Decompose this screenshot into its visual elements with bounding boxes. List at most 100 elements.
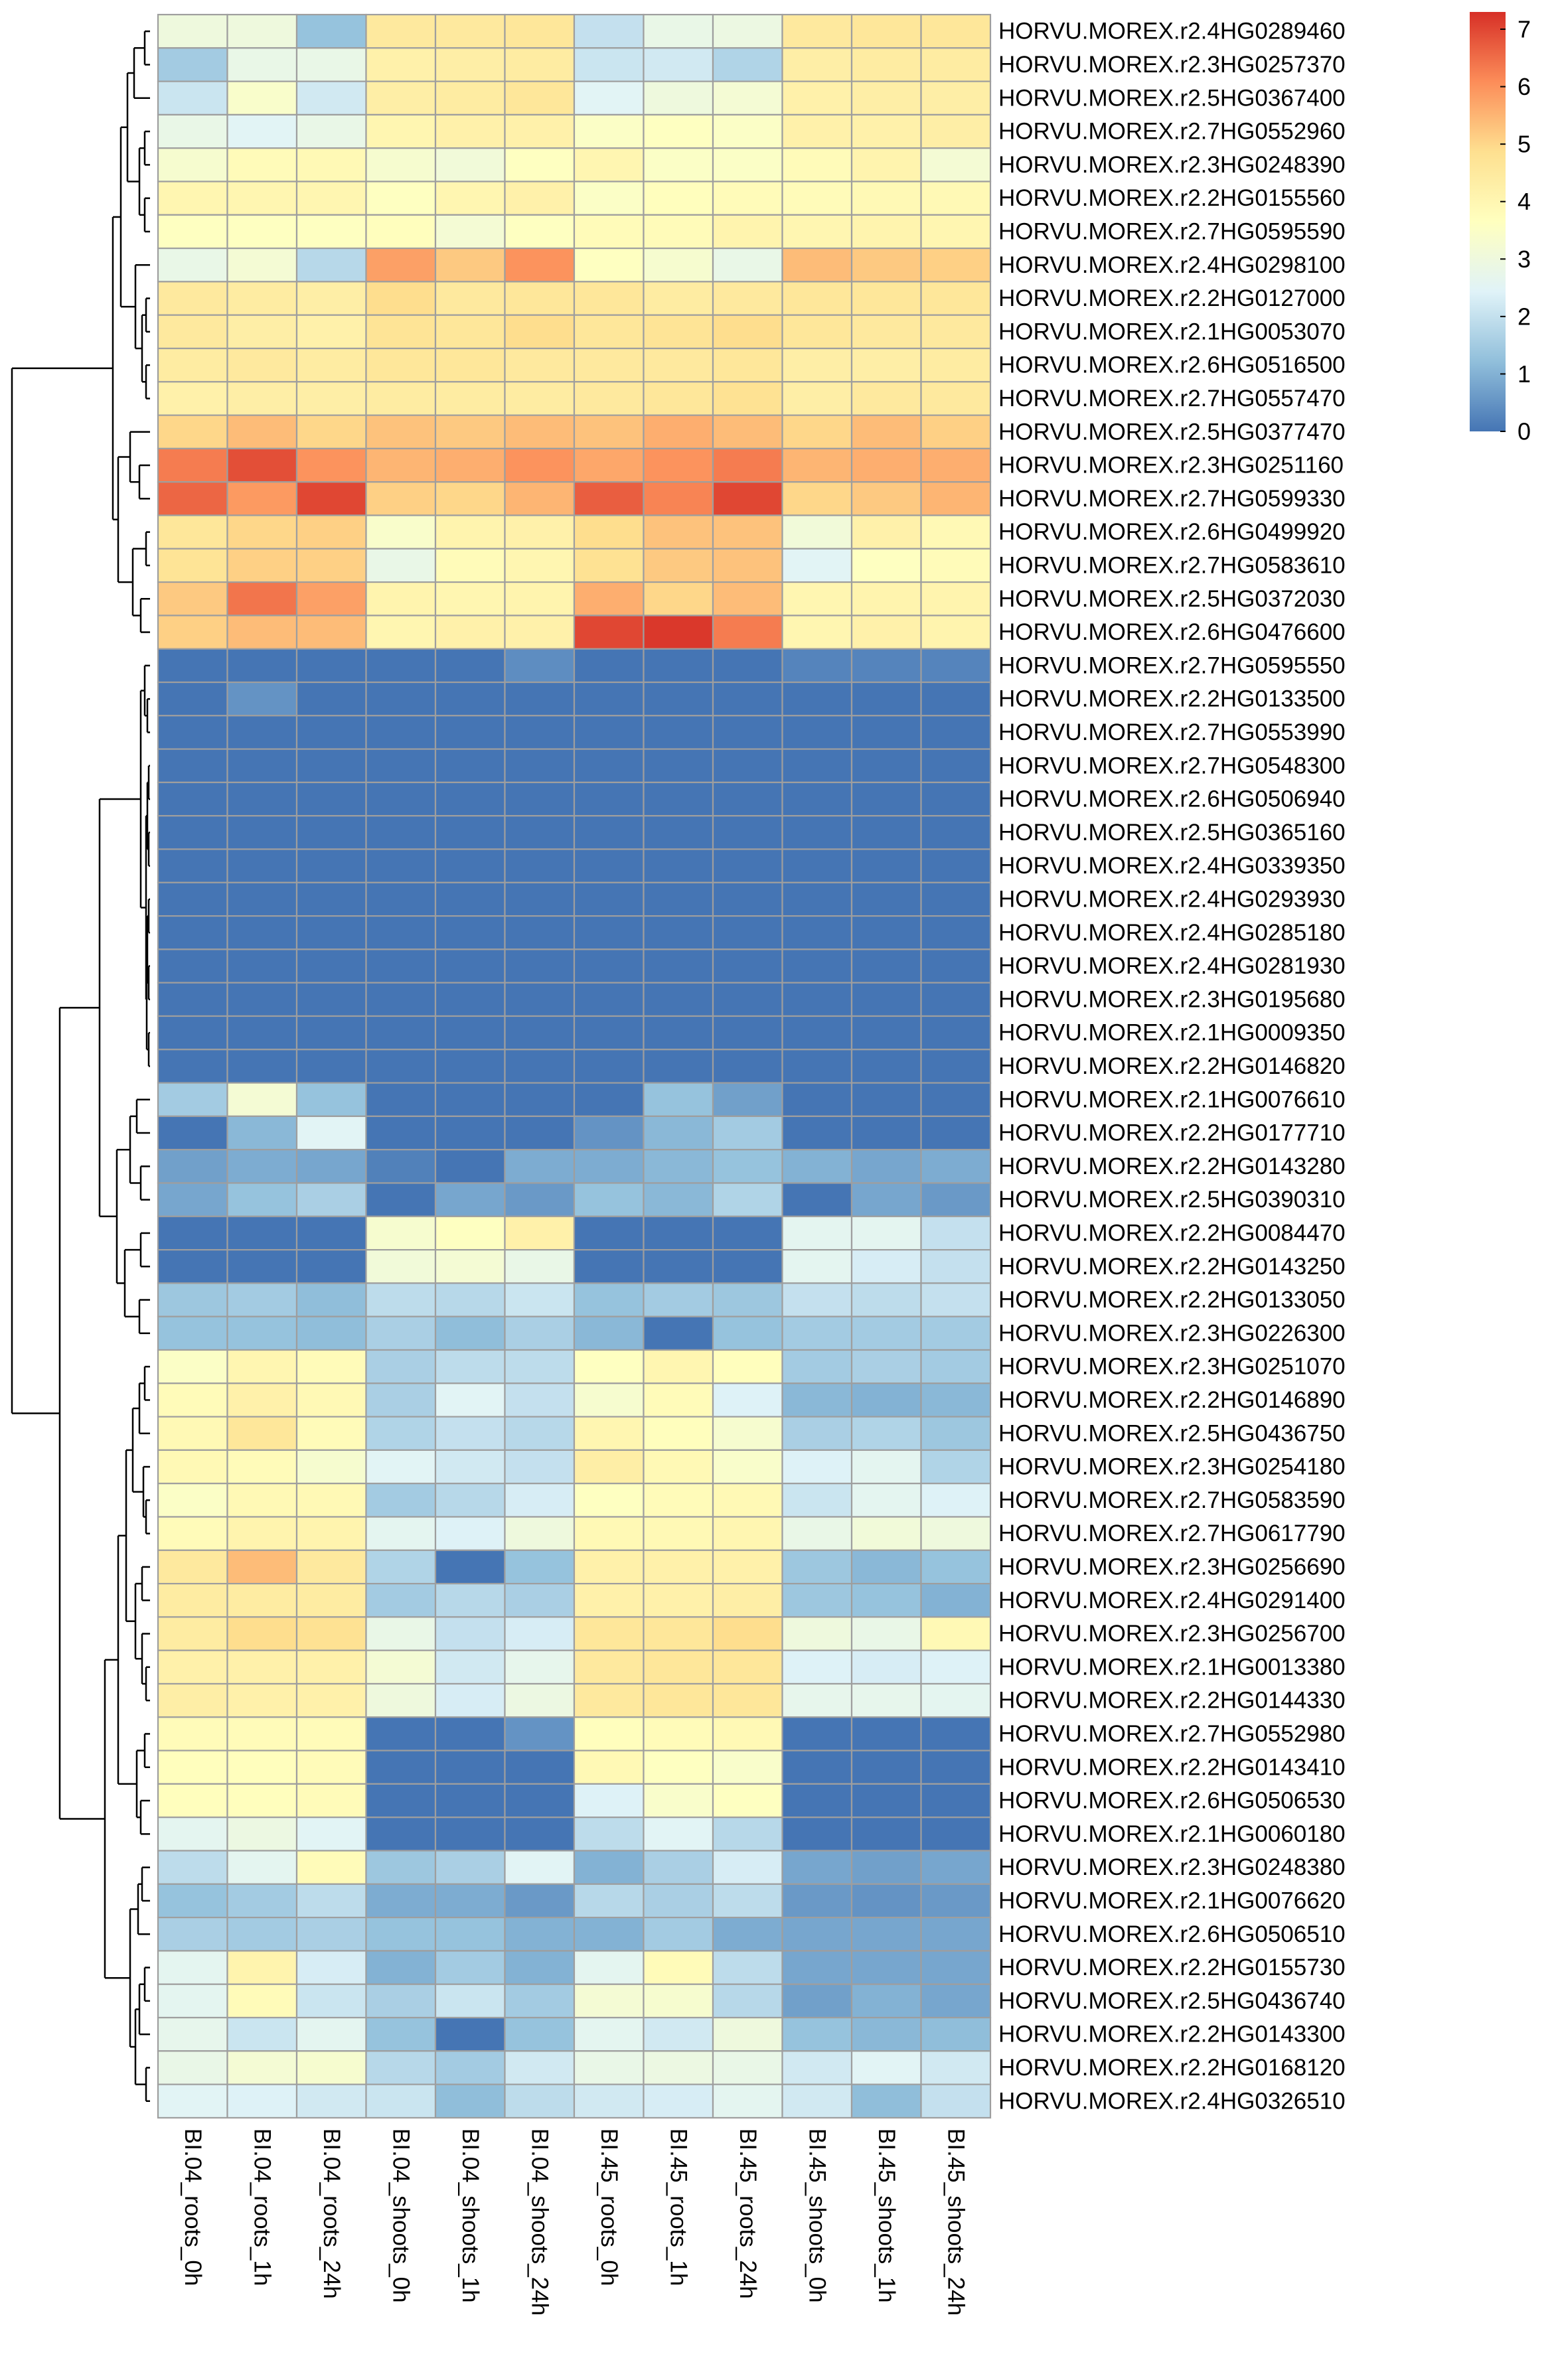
- heatmap-cell: [157, 1983, 228, 2019]
- heatmap-cell: [226, 1549, 298, 1585]
- heatmap-cell: [504, 80, 576, 115]
- heatmap-cell: [504, 1682, 576, 1718]
- row-label: HORVU.MOREX.r2.4HG0281930: [998, 953, 1346, 979]
- heatmap-cell: [295, 1950, 367, 1985]
- heatmap-cell: [920, 1682, 992, 1718]
- heatmap-cell: [850, 1516, 922, 1551]
- heatmap-cell: [365, 314, 437, 350]
- heatmap-cell: [157, 1817, 228, 1852]
- heatmap-cell: [504, 1349, 576, 1384]
- heatmap-cell: [712, 648, 783, 684]
- heatmap-cell: [504, 2016, 576, 2052]
- heatmap-cell: [643, 447, 714, 483]
- heatmap-cell: [295, 1682, 367, 1718]
- heatmap-cell: [850, 1115, 922, 1151]
- heatmap-cell: [712, 1349, 783, 1384]
- heatmap-cell: [573, 13, 645, 49]
- heatmap-cell: [781, 1483, 853, 1518]
- heatmap-cell: [504, 815, 576, 850]
- heatmap-cell: [226, 1349, 298, 1384]
- row-label: HORVU.MOREX.r2.2HG0143250: [998, 1254, 1346, 1280]
- heatmap-cell: [573, 1149, 645, 1184]
- heatmap-cell: [295, 1917, 367, 1952]
- row-label: HORVU.MOREX.r2.2HG0084470: [998, 1220, 1346, 1246]
- heatmap-cell: [920, 181, 992, 216]
- heatmap-cell: [850, 681, 922, 717]
- heatmap-cell: [434, 681, 506, 717]
- heatmap-cell: [295, 2050, 367, 2085]
- heatmap-cell: [781, 548, 853, 583]
- heatmap-cell: [157, 1049, 228, 1084]
- heatmap-cell: [643, 581, 714, 617]
- heatmap-cell: [365, 347, 437, 383]
- heatmap-cell: [295, 715, 367, 750]
- heatmap-cell: [295, 347, 367, 383]
- heatmap-cell: [573, 982, 645, 1017]
- heatmap-cell: [504, 1583, 576, 1618]
- heatmap-cell: [504, 1082, 576, 1117]
- heatmap-cell: [712, 214, 783, 250]
- heatmap-cell: [850, 1315, 922, 1351]
- heatmap-cell: [434, 1483, 506, 1518]
- heatmap-cell: [920, 1416, 992, 1451]
- heatmap-cell: [781, 815, 853, 850]
- heatmap-cell: [850, 281, 922, 316]
- heatmap-cell: [781, 1248, 853, 1284]
- heatmap-cell: [850, 815, 922, 850]
- heatmap-cell: [365, 381, 437, 416]
- heatmap-cell: [643, 1248, 714, 1284]
- heatmap-cell: [920, 1349, 992, 1384]
- legend-tick-label: 2: [1518, 303, 1531, 330]
- heatmap-cell: [712, 47, 783, 82]
- heatmap-cell: [157, 781, 228, 817]
- heatmap-cell: [573, 881, 645, 917]
- heatmap-cell: [365, 1416, 437, 1451]
- heatmap-cell: [365, 748, 437, 783]
- heatmap-cell: [295, 1983, 367, 2019]
- heatmap-cell: [920, 447, 992, 483]
- heatmap-cell: [573, 1983, 645, 2019]
- heatmap-cell: [781, 1416, 853, 1451]
- heatmap-cell: [365, 1749, 437, 1785]
- heatmap-cell: [434, 581, 506, 617]
- heatmap-cell: [434, 1749, 506, 1785]
- heatmap-cell: [295, 447, 367, 483]
- heatmap-cell: [434, 1282, 506, 1317]
- heatmap-cell: [850, 314, 922, 350]
- heatmap-cell: [643, 1749, 714, 1785]
- heatmap-cell: [712, 447, 783, 483]
- heatmap-cell: [157, 1382, 228, 1418]
- heatmap-cell: [850, 1349, 922, 1384]
- heatmap-cell: [643, 414, 714, 449]
- row-label: HORVU.MOREX.r2.7HG0548300: [998, 753, 1346, 779]
- heatmap-cell: [850, 447, 922, 483]
- heatmap-cell: [712, 1883, 783, 1919]
- heatmap-cell: [157, 1649, 228, 1685]
- heatmap-cell: [226, 1115, 298, 1151]
- heatmap-cell: [712, 314, 783, 350]
- heatmap-cell: [781, 1749, 853, 1785]
- heatmap-cell: [157, 1516, 228, 1551]
- heatmap-cell: [434, 1215, 506, 1251]
- heatmap-cell: [573, 80, 645, 115]
- heatmap-cell: [226, 414, 298, 449]
- heatmap-cell: [781, 1215, 853, 1251]
- heatmap-cell: [573, 1682, 645, 1718]
- heatmap-cell: [712, 848, 783, 883]
- heatmap-cell: [573, 1049, 645, 1084]
- heatmap-cell: [226, 1516, 298, 1551]
- row-label: HORVU.MOREX.r2.2HG0143300: [998, 2022, 1346, 2047]
- heatmap-cell: [920, 648, 992, 684]
- heatmap-cell: [295, 248, 367, 283]
- heatmap-cell: [920, 381, 992, 416]
- heatmap-cell: [920, 1449, 992, 1485]
- heatmap-cell: [295, 615, 367, 650]
- heatmap-cell: [504, 715, 576, 750]
- heatmap-cell: [226, 581, 298, 617]
- heatmap-cell: [434, 514, 506, 550]
- heatmap-cell: [434, 80, 506, 115]
- heatmap-cell: [157, 1850, 228, 1885]
- row-label: HORVU.MOREX.r2.1HG0076620: [998, 1888, 1346, 1913]
- heatmap-cell: [295, 1850, 367, 1885]
- heatmap-cell: [850, 113, 922, 149]
